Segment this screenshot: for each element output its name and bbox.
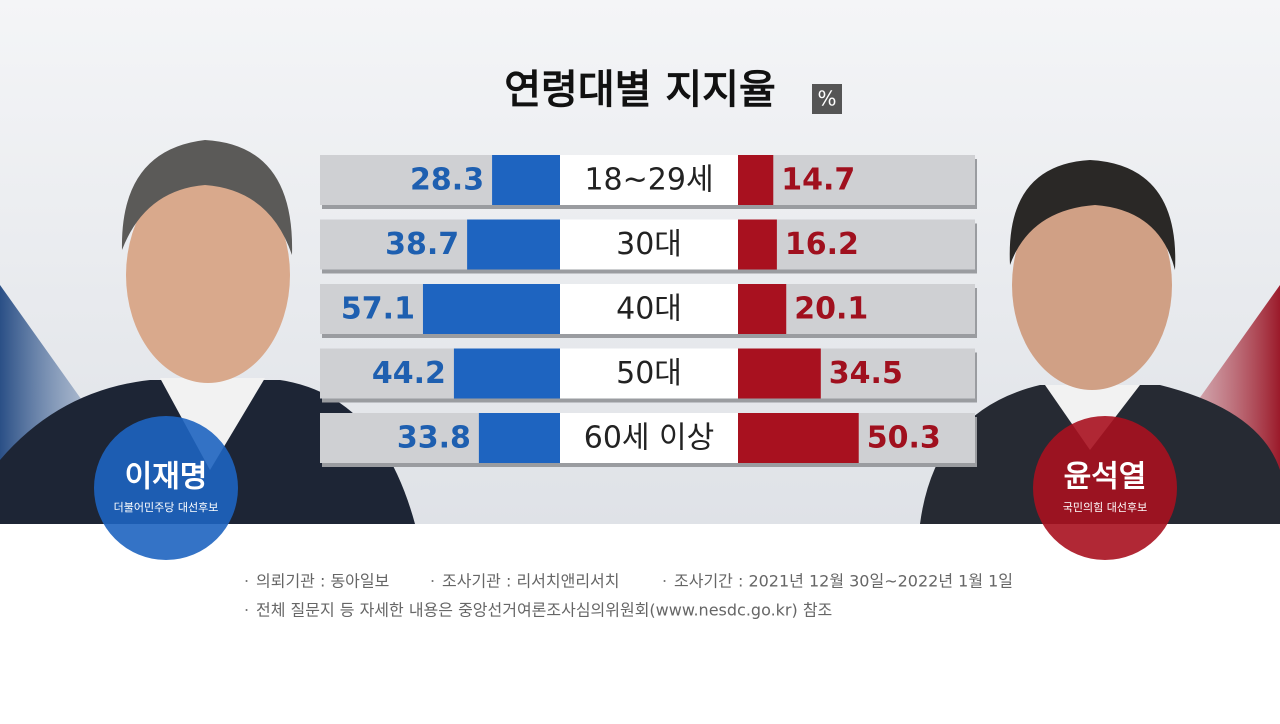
bullet: · [244, 601, 249, 620]
legend-name: 이재명 [125, 460, 208, 495]
chart-title: 연령대별 지지율 [504, 67, 776, 113]
note: 의뢰기관 : 동아일보 [256, 572, 389, 591]
value-label: 16.2 [785, 227, 859, 262]
rows: 18~29세 28.3 14.7 30대 38.7 16.2 40대 57.1 20.1 50대 4… [320, 155, 977, 467]
legend-name: 윤석열 [1064, 460, 1147, 495]
note: 전체 질문지 등 자세한 내용은 중앙선거여론조사심의위원회(www.nesdc… [256, 601, 832, 620]
category-box [560, 155, 738, 205]
category-label: 60세 이상 [584, 421, 715, 456]
value-label: 14.7 [781, 163, 855, 198]
value-label: 28.3 [410, 163, 484, 198]
bar [738, 348, 821, 399]
value-label: 34.5 [829, 356, 903, 391]
bar [467, 219, 560, 270]
category-box [560, 284, 738, 334]
value-label: 50.3 [867, 421, 941, 456]
unit-box [812, 84, 842, 114]
unit: % [817, 87, 836, 111]
value-label: 20.1 [794, 292, 868, 327]
bar [492, 155, 560, 205]
note: 조사기간 : 2021년 12월 30일~2022년 1월 1일 [674, 572, 1013, 591]
category-box [560, 413, 738, 463]
category-box [560, 348, 738, 399]
value-label: 33.8 [397, 421, 471, 456]
category-label: 18~29세 [584, 163, 713, 198]
bar [422, 284, 560, 334]
note: 조사기관 : 리서치앤리서치 [442, 572, 619, 591]
bullet: · [244, 572, 249, 591]
notes: · 의뢰기관 : 동아일보 · 조사기관 : 리서치앤리서치 · 조사기간 : … [244, 572, 1013, 620]
value-label: 57.1 [341, 292, 415, 327]
bar [738, 155, 774, 205]
bar [478, 413, 560, 463]
category-label: 50대 [616, 356, 682, 391]
category-label: 40대 [616, 292, 682, 327]
category-box [560, 219, 738, 270]
legend-description: 국민의힘 대선후보 [1063, 501, 1147, 514]
bullet: · [662, 572, 667, 591]
legend-description: 더불어민주당 대선후보 [114, 501, 219, 514]
category-label: 30대 [616, 227, 682, 262]
bar [738, 284, 787, 334]
badge-left [94, 416, 238, 560]
bar [738, 413, 859, 463]
bar [453, 348, 560, 399]
value-label: 44.2 [372, 356, 446, 391]
badge-right [1033, 416, 1177, 560]
bar [738, 219, 777, 270]
bullet: · [430, 572, 435, 591]
value-label: 38.7 [385, 227, 459, 262]
